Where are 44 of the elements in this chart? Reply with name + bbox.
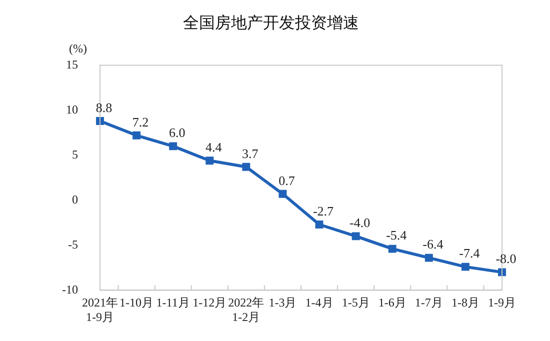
point	[388, 244, 396, 253]
data-label: -8.0	[496, 251, 516, 266]
point	[315, 220, 324, 228]
data-label: 8.8	[96, 100, 112, 115]
y-tick-label: 10	[66, 102, 78, 116]
x-tick-label: 1-5月	[342, 296, 370, 310]
x-tick-label: 1-10月	[120, 296, 154, 310]
x-tick-label: 1-3月	[268, 296, 297, 310]
x-tick-label: 1-9月	[488, 296, 516, 310]
data-label: 7.2	[132, 114, 149, 130]
chart-title: 全国房地产开发投资增速	[183, 14, 359, 32]
y-tick-label: 0	[72, 192, 78, 206]
x-tick-label: 1-4月	[305, 296, 334, 310]
data-label: -6.4	[422, 236, 444, 252]
point	[352, 232, 360, 240]
data-label: 0.7	[278, 172, 296, 188]
y-tick-label: -10	[62, 282, 78, 296]
y-tick-label: -5	[68, 237, 78, 252]
y-axis-title: (%)	[68, 41, 87, 56]
data-label: -4.0	[350, 215, 370, 230]
point	[169, 142, 178, 150]
point	[206, 156, 214, 165]
point	[96, 117, 104, 125]
point	[461, 262, 470, 271]
x-tick-label: 1-12月	[192, 296, 227, 310]
x-tick-label: 1-11月	[156, 296, 190, 310]
data-label: -7.4	[459, 246, 480, 261]
point	[498, 268, 506, 276]
data-label: -2.7	[312, 203, 334, 218]
data-label: 4.4	[206, 140, 222, 155]
data-label: 6.0	[168, 125, 186, 140]
point	[424, 254, 433, 262]
x-tick-label: 1-7月	[414, 296, 443, 310]
x-tick-label: 1-6月	[378, 296, 406, 310]
data-label: 3.7	[242, 146, 259, 161]
x-tick-label: 1-8月	[451, 296, 480, 310]
data-label: -5.4	[386, 228, 408, 243]
y-tick-label: 5	[72, 147, 78, 162]
x-tick-label: 2021年 1-9月	[82, 296, 118, 324]
x-tick-label: 2022年 1-2月	[228, 296, 264, 324]
y-tick-label: 15	[66, 57, 78, 72]
point	[132, 131, 141, 140]
point	[242, 162, 250, 171]
point	[278, 190, 287, 198]
